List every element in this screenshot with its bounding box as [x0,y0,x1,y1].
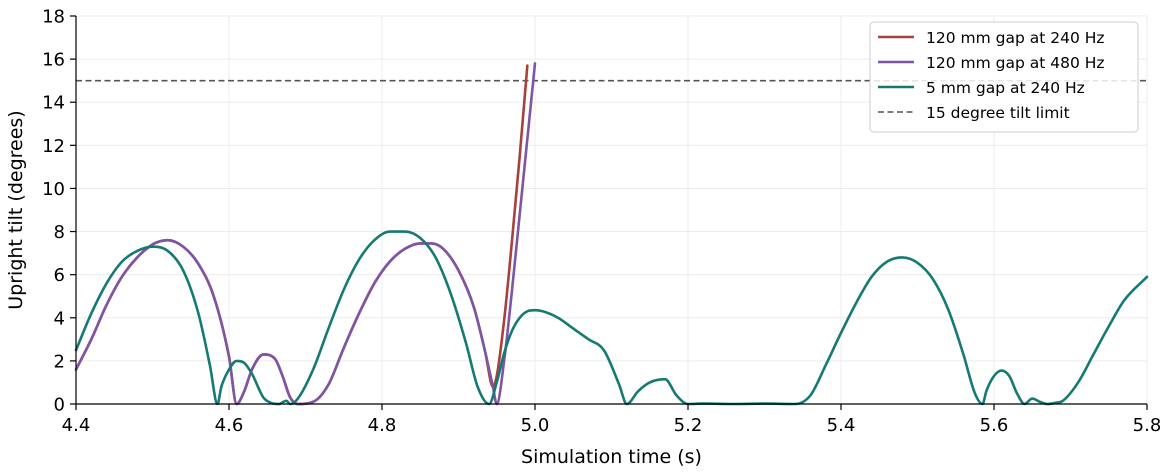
x-tick-label: 5.0 [521,415,550,436]
y-tick-label: 10 [42,179,65,200]
series-120-mm-gap-at-480-hz [74,62,537,406]
y-tick-label: 16 [42,50,65,71]
y-axis-ticks: 0 2 4 6 8 10 12 14 16 18 [42,7,76,416]
y-tick-label: 12 [42,136,65,157]
y-tick-label: 2 [54,351,65,372]
y-tick-label: 8 [54,222,65,243]
x-tick-label: 5.4 [827,415,856,436]
y-tick-label: 6 [54,265,65,286]
legend-label: 15 degree tilt limit [926,104,1070,122]
x-tick-label: 4.6 [215,415,244,436]
legend-frame [869,21,1139,133]
x-tick-label: 4.4 [62,415,91,436]
y-axis-title: Upright tilt (degrees) [5,110,27,309]
series-120-mm-gap-at-240-hz [74,64,529,406]
legend-label: 5 mm gap at 240 Hz [926,79,1085,97]
x-tick-label: 5.8 [1133,415,1162,436]
legend-label: 120 mm gap at 240 Hz [926,29,1105,47]
axes [75,16,1147,405]
x-tick-label: 5.2 [674,415,703,436]
x-axis-ticks: 4.4 4.6 4.8 5.0 5.2 5.4 5.6 5.8 [62,404,1162,436]
x-axis-title: Simulation time (s) [521,446,702,468]
x-tick-label: 4.8 [368,415,397,436]
y-tick-label: 18 [42,7,65,28]
y-tick-label: 0 [54,395,65,416]
legend: 120 mm gap at 240 Hz 120 mm gap at 480 Hz… [869,21,1139,133]
y-tick-label: 4 [54,308,65,329]
series-5-mm-gap-at-240-hz [74,230,1149,406]
legend-label: 120 mm gap at 480 Hz [926,54,1105,72]
y-tick-label: 14 [42,93,65,114]
x-tick-label: 5.6 [980,415,1009,436]
